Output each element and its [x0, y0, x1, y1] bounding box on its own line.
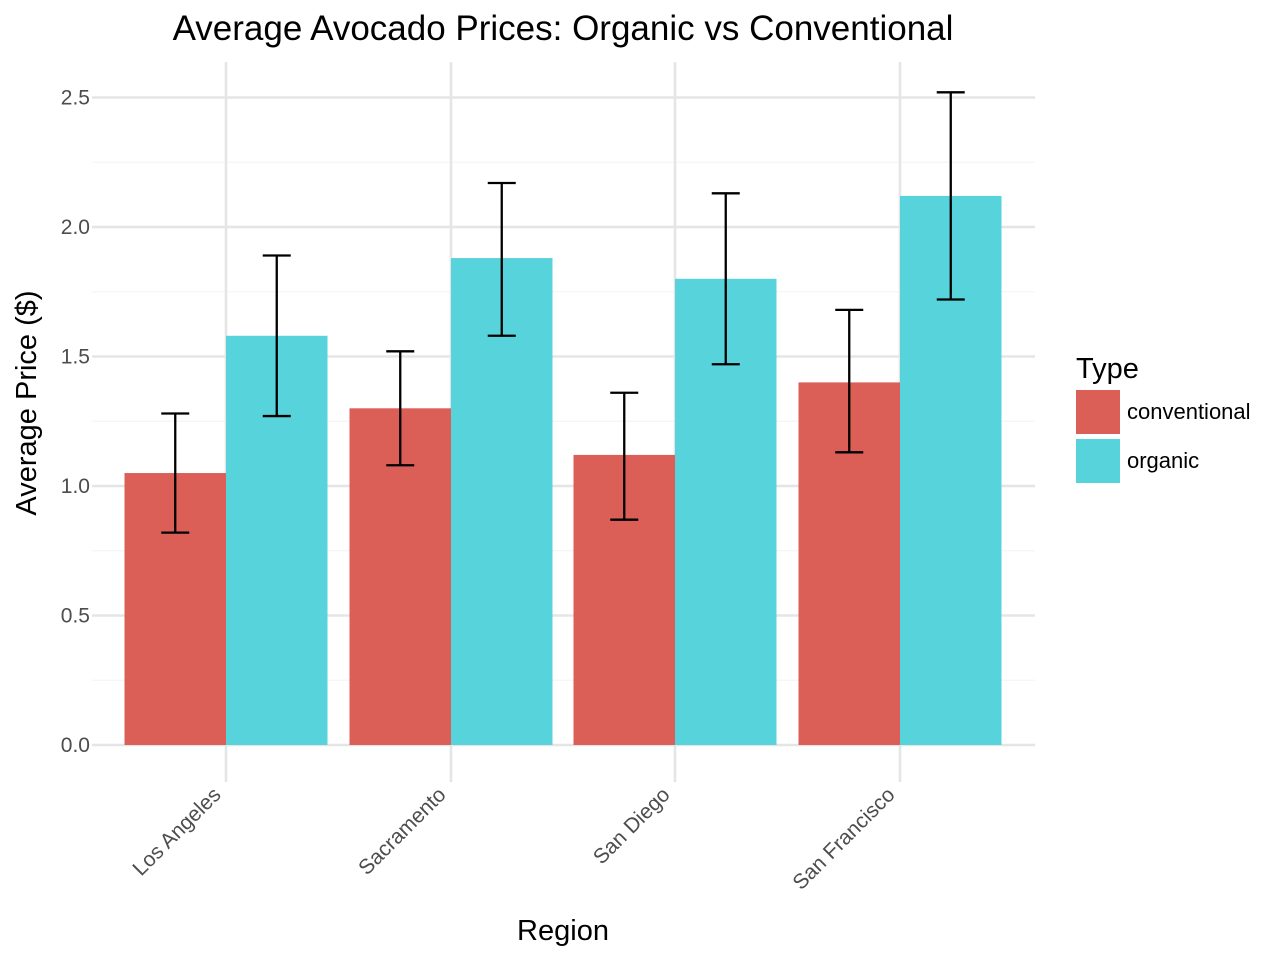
x-tick-label: Sacramento	[354, 783, 450, 879]
bars-layer	[124, 195, 1002, 746]
error-bar-conventional	[161, 412, 190, 534]
y-axis-ticks: 0.0 0.5 1.0 1.5 2.0 2.5	[61, 87, 90, 758]
bar-organic	[451, 258, 553, 745]
x-tick-label: San Diego	[589, 783, 675, 869]
x-tick-label: San Francisco	[788, 783, 899, 894]
legend-label-conventional: conventional	[1127, 399, 1251, 424]
error-bar-conventional	[610, 391, 639, 521]
legend-swatch-organic	[1076, 439, 1120, 483]
chart-title: Average Avocado Prices: Organic vs Conve…	[173, 9, 954, 48]
legend: Type conventional organic	[1076, 353, 1251, 483]
x-tick-label: Los Angeles	[128, 783, 225, 880]
y-tick-label: 1.0	[61, 475, 90, 498]
y-tick-label: 0.0	[61, 734, 90, 757]
y-tick-label: 2.5	[61, 87, 90, 110]
legend-title: Type	[1076, 353, 1139, 385]
error-bar-conventional	[386, 350, 415, 467]
y-tick-label: 1.5	[61, 346, 90, 369]
y-tick-label: 0.5	[61, 605, 90, 628]
y-tick-label: 2.0	[61, 216, 90, 239]
error-bar-conventional	[835, 308, 864, 454]
error-bar-organic	[711, 192, 740, 366]
legend-swatch-conventional	[1076, 390, 1120, 434]
error-bars-layer	[161, 91, 965, 534]
error-bar-organic	[936, 91, 965, 301]
y-axis-title: Average Price ($)	[11, 290, 43, 515]
legend-label-organic: organic	[1127, 448, 1199, 473]
error-bar-organic	[487, 181, 516, 337]
x-axis-title: Region	[517, 915, 609, 947]
error-bar-organic	[262, 254, 291, 418]
x-axis-ticks: Los Angeles Sacramento San Diego San Franci…	[128, 783, 899, 894]
